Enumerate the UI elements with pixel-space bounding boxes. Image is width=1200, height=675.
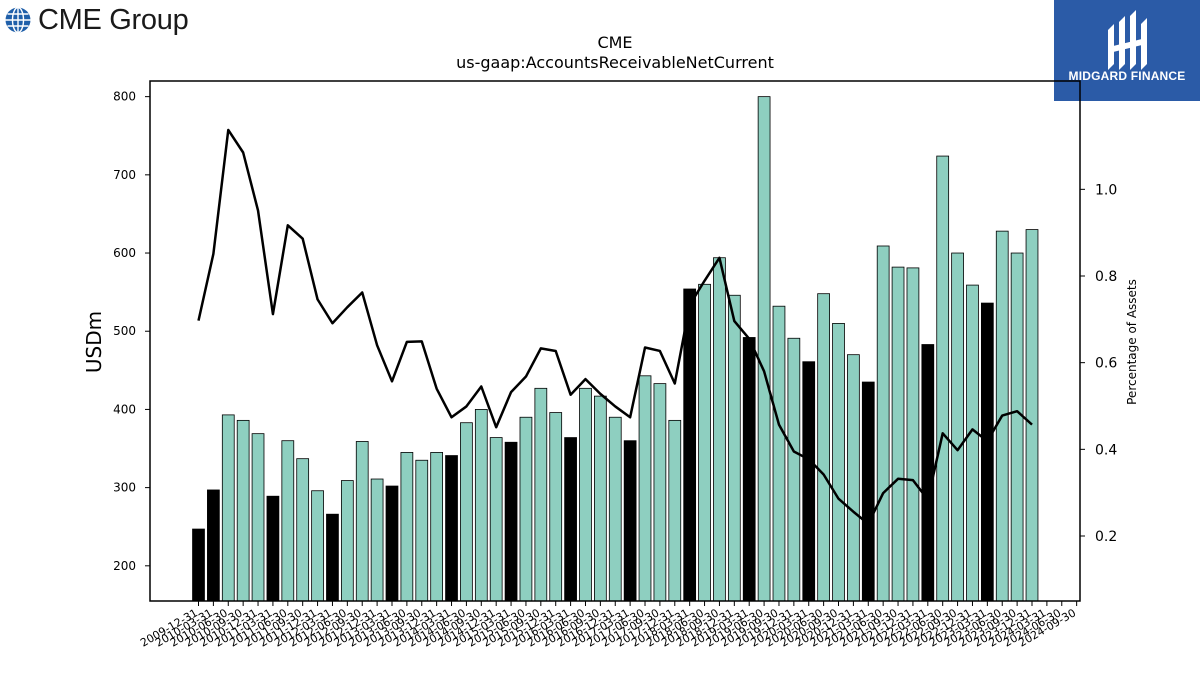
y-axis-label: USDm [82, 311, 106, 373]
bar [876, 245, 890, 602]
bar [340, 480, 354, 602]
bar [1010, 252, 1024, 602]
bar [460, 422, 473, 602]
globe-icon [5, 6, 31, 34]
bar [817, 293, 830, 602]
bar [757, 96, 771, 602]
x-axis-ticks: 2009-12-312010-03-312010-06-302010-09-30… [138, 601, 1078, 650]
bar [519, 416, 533, 602]
bar [638, 375, 652, 602]
bar [504, 441, 518, 602]
bar [355, 441, 369, 602]
bar [608, 416, 622, 602]
bar [236, 419, 250, 602]
y-tick-label: 200 [113, 559, 136, 573]
bar [415, 459, 429, 602]
bar [683, 288, 697, 602]
bar [281, 440, 295, 602]
chart-subtitle: us-gaap:AccountsReceivableNetCurrent [456, 53, 774, 72]
bar [311, 490, 324, 602]
bar [698, 283, 711, 602]
bar [966, 284, 979, 602]
y2-axis-ticks: 0.2 0.4 0.6 0.8 1.0 [1080, 182, 1117, 545]
bar [549, 412, 563, 602]
y-axis-ticks: 200 300 400 500 600 700 800 [113, 90, 150, 573]
bar [742, 337, 756, 602]
bar [921, 344, 935, 602]
y2-tick-label: 1.0 [1095, 182, 1117, 198]
bar [847, 354, 860, 602]
midgard-emblem-icon [1108, 10, 1147, 70]
bar [221, 414, 235, 602]
bar-series [192, 96, 1039, 602]
bar [474, 409, 488, 602]
y2-tick-label: 0.8 [1095, 269, 1117, 285]
y2-axis-label: Percentage of Assets [1125, 279, 1139, 405]
bar [980, 302, 994, 602]
bar [266, 495, 280, 602]
midgard-logo-text: MIDGARD FINANCE [1068, 69, 1186, 83]
midgard-finance-logo: MIDGARD FINANCE [1054, 0, 1200, 101]
bar [370, 478, 384, 602]
bar [207, 489, 220, 602]
bar [653, 383, 667, 602]
bar [1025, 229, 1039, 602]
y-tick-label: 400 [113, 402, 136, 416]
chart-title: CME [597, 33, 632, 52]
bar [326, 513, 339, 602]
y-tick-label: 300 [113, 481, 136, 495]
bar [534, 387, 548, 602]
y2-tick-label: 0.4 [1095, 442, 1117, 458]
bar [668, 419, 682, 602]
y-tick-label: 800 [113, 90, 136, 104]
bar [489, 437, 503, 602]
bar [727, 294, 741, 602]
bar [832, 323, 845, 602]
plot-frame [149, 80, 1081, 602]
y-tick-label: 700 [113, 168, 136, 182]
bar [579, 387, 592, 602]
percentage-line [197, 128, 1033, 526]
bar [296, 458, 310, 602]
y-tick-label: 600 [113, 246, 136, 260]
bar [400, 452, 414, 602]
bar [385, 485, 399, 602]
bar [594, 395, 607, 602]
cme-logo-text: CME Group [38, 3, 189, 36]
bar [906, 267, 920, 602]
bar [891, 266, 905, 602]
bar [772, 305, 786, 602]
percentage-line-series [197, 128, 1033, 526]
bar [787, 337, 801, 602]
bar [802, 361, 816, 602]
y2-tick-label: 0.6 [1095, 356, 1117, 372]
bar [713, 257, 726, 602]
y-tick-label: 500 [113, 324, 136, 338]
bar [192, 528, 205, 602]
bar [936, 155, 950, 602]
bar [430, 452, 444, 602]
bar [564, 437, 577, 602]
bar [861, 381, 875, 602]
bar [623, 440, 637, 602]
bar [251, 433, 265, 602]
y2-tick-label: 0.2 [1095, 529, 1117, 545]
cme-group-logo: CME Group [4, 2, 189, 38]
bar [445, 455, 458, 602]
bar [951, 252, 964, 602]
